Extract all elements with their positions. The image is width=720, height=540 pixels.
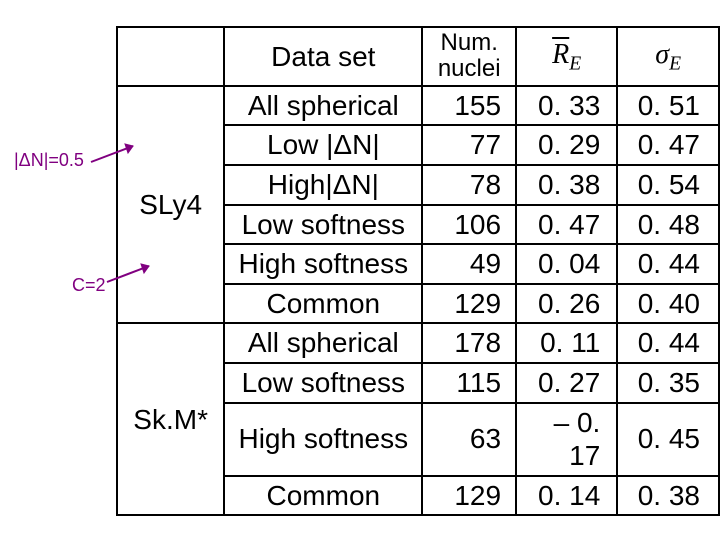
header-sigma-e: σE <box>617 27 719 86</box>
re-cell: – 0. 17 <box>516 403 617 476</box>
dataset-cell: Low softness <box>224 363 422 403</box>
dataset-cell: All spherical <box>224 86 422 126</box>
re-cell: 0. 14 <box>516 476 617 516</box>
nuclei-cell: 129 <box>422 476 516 516</box>
se-cell: 0. 44 <box>617 244 719 284</box>
se-cell: 0. 47 <box>617 125 719 165</box>
re-cell: 0. 29 <box>516 125 617 165</box>
dataset-cell: Common <box>224 284 422 324</box>
annotation-dn: |ΔN|=0.5 <box>14 150 84 171</box>
model-cell-skm: Sk.M* <box>117 323 224 515</box>
data-table: Data set Num.nuclei RE σE SLy4 All spher… <box>116 26 720 516</box>
header-dataset: Data set <box>224 27 422 86</box>
nuclei-cell: 49 <box>422 244 516 284</box>
re-cell: 0. 33 <box>516 86 617 126</box>
se-cell: 0. 45 <box>617 403 719 476</box>
re-cell: 0. 27 <box>516 363 617 403</box>
dataset-cell: Low |ΔN| <box>224 125 422 165</box>
dataset-cell: All spherical <box>224 323 422 363</box>
dataset-cell: Low softness <box>224 205 422 245</box>
se-cell: 0. 38 <box>617 476 719 516</box>
table-row: Sk.M* All spherical 178 0. 11 0. 44 <box>117 323 719 363</box>
nuclei-cell: 77 <box>422 125 516 165</box>
se-cell: 0. 51 <box>617 86 719 126</box>
dataset-cell: High softness <box>224 403 422 476</box>
header-model-blank <box>117 27 224 86</box>
header-re: RE <box>516 27 617 86</box>
dataset-cell: High|ΔN| <box>224 165 422 205</box>
re-cell: 0. 26 <box>516 284 617 324</box>
se-cell: 0. 40 <box>617 284 719 324</box>
re-cell: 0. 04 <box>516 244 617 284</box>
dataset-cell: High softness <box>224 244 422 284</box>
arrow-icon <box>88 140 148 170</box>
nuclei-cell: 106 <box>422 205 516 245</box>
nuclei-cell: 63 <box>422 403 516 476</box>
se-cell: 0. 54 <box>617 165 719 205</box>
se-cell: 0. 44 <box>617 323 719 363</box>
nuclei-cell: 115 <box>422 363 516 403</box>
nuclei-cell: 155 <box>422 86 516 126</box>
se-cell: 0. 35 <box>617 363 719 403</box>
re-cell: 0. 38 <box>516 165 617 205</box>
arrow-icon <box>104 260 164 290</box>
table-row: SLy4 All spherical 155 0. 33 0. 51 <box>117 86 719 126</box>
header-nuclei: Num.nuclei <box>422 27 516 86</box>
dataset-cell: Common <box>224 476 422 516</box>
annotation-c: C=2 <box>72 275 106 296</box>
nuclei-cell: 129 <box>422 284 516 324</box>
re-cell: 0. 47 <box>516 205 617 245</box>
nuclei-cell: 78 <box>422 165 516 205</box>
re-cell: 0. 11 <box>516 323 617 363</box>
se-cell: 0. 48 <box>617 205 719 245</box>
nuclei-cell: 178 <box>422 323 516 363</box>
